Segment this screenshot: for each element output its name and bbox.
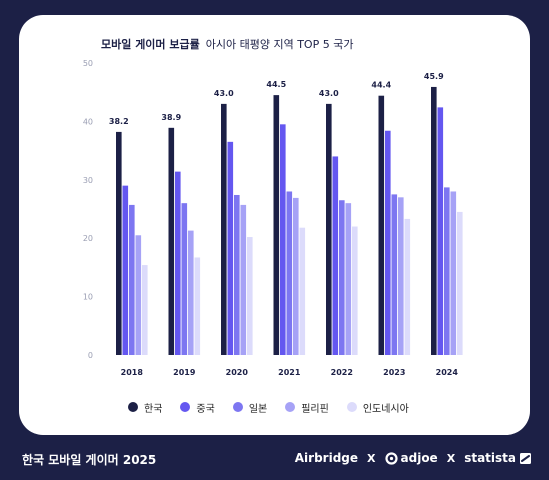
bar (234, 194, 240, 355)
bar (188, 230, 194, 355)
bar (293, 197, 299, 355)
bar (299, 227, 306, 355)
chart-title: 모바일 게이머 보급률 아시아 태평양 지역 TOP 5 국가 (101, 36, 353, 52)
y-tick-label: 10 (83, 293, 93, 302)
bar (391, 194, 398, 355)
statista-logo: statista (464, 451, 531, 465)
bar (142, 265, 148, 355)
bar (352, 226, 358, 355)
data-label: 45.9 (424, 72, 444, 81)
bar (457, 211, 463, 355)
bar (286, 191, 293, 355)
bar (444, 187, 450, 355)
data-label: 43.0 (319, 89, 339, 98)
bar (227, 141, 234, 355)
bar (221, 103, 227, 355)
bar (194, 257, 201, 355)
bar (240, 204, 247, 355)
bar (450, 191, 457, 355)
bar (437, 107, 444, 355)
statista-wordmark: statista (464, 451, 516, 465)
airbridge-logo: Airbridge (294, 451, 359, 465)
bar (175, 171, 181, 355)
bar (398, 197, 404, 355)
y-tick-label: 50 (83, 59, 93, 68)
chart-title-main: 모바일 게이머 보급률 (101, 38, 200, 51)
data-label: 44.4 (371, 81, 391, 90)
bar (135, 235, 142, 355)
y-tick-label: 30 (83, 176, 93, 185)
footer-title: 한국 모바일 게이머 2025 (22, 453, 157, 467)
x-tick-label: 2023 (383, 368, 405, 377)
legend-item: 필리핀 (285, 400, 329, 415)
adjoe-wordmark: adjoe (400, 451, 438, 465)
legend-label: 한국 (144, 403, 163, 415)
legend-swatch (180, 402, 191, 412)
bar (332, 156, 339, 355)
x-tick-label: 2019 (173, 368, 196, 377)
data-label: 43.0 (214, 89, 234, 98)
legend-label: 중국 (196, 403, 215, 415)
legend-label: 필리핀 (301, 403, 329, 415)
x-tick-label: 2022 (331, 368, 353, 377)
x-tick-label: 2018 (121, 368, 144, 377)
bar (345, 203, 352, 355)
data-label: 38.9 (161, 113, 181, 122)
legend-item: 일본 (232, 400, 268, 415)
bar (280, 124, 286, 355)
bar (273, 95, 280, 356)
x-tick-label: 2024 (436, 368, 459, 377)
collab-x-separator: X (367, 451, 376, 465)
x-tick-label: 2021 (278, 368, 301, 377)
legend-swatch (128, 402, 138, 412)
bar (431, 86, 437, 355)
bar (181, 203, 188, 355)
adjoe-logo: adjoe (384, 451, 438, 465)
data-label: 38.2 (109, 117, 129, 126)
y-tick-label: 20 (83, 234, 93, 243)
adjoe-symbol-icon (384, 451, 398, 465)
bar (168, 127, 175, 355)
bar (385, 130, 391, 355)
bar (129, 204, 135, 355)
legend-swatch (346, 402, 357, 412)
legend-item: 인도네시아 (346, 400, 409, 415)
brand-logos: Airbridge X adjoe X statista (295, 451, 531, 465)
legend-item: 한국 (128, 400, 162, 415)
data-label: 44.5 (266, 80, 286, 89)
y-tick-label: 0 (88, 351, 93, 360)
y-tick-label: 40 (83, 117, 93, 126)
statista-symbol-icon (520, 452, 531, 464)
bar (339, 200, 345, 355)
collab-x-separator: X (446, 451, 456, 465)
x-tick-label: 2020 (226, 368, 249, 377)
legend-swatch (285, 402, 296, 412)
legend-item: 중국 (180, 400, 215, 415)
bar (326, 103, 332, 355)
bar (404, 218, 411, 355)
legend-swatch (232, 402, 243, 412)
bar (247, 237, 253, 355)
bar (116, 131, 122, 355)
legend-label: 인도네시아 (362, 403, 409, 415)
legend-label: 일본 (248, 403, 268, 415)
bar (122, 185, 129, 355)
chart-title-sub: 아시아 태평양 지역 TOP 5 국가 (205, 38, 354, 51)
bar (378, 95, 385, 355)
chart-legend: 한국 중국 일본 필리핀 인도네시아 (128, 400, 409, 415)
